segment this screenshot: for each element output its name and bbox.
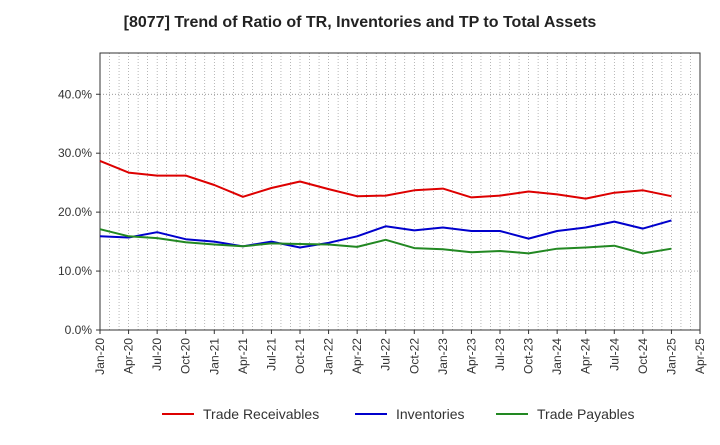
legend: Trade Receivables Inventories Trade Payabl… [162, 406, 635, 422]
x-tick-label: Apr-25 [693, 338, 707, 374]
x-tick-label: Jan-21 [207, 338, 221, 375]
x-tick-label: Jan-20 [93, 338, 107, 375]
series-line-trade-receivables [99, 159, 672, 200]
y-tick-label: 10.0% [58, 264, 92, 278]
y-tick-label: 30.0% [58, 146, 92, 160]
x-tick-label: Jan-23 [436, 338, 450, 375]
x-tick-label: Jul-23 [493, 338, 507, 371]
x-tick-label: Apr-20 [122, 338, 136, 374]
x-tick-label: Jul-21 [264, 338, 278, 371]
chart-title: [8077] Trend of Ratio of TR, Inventories… [123, 14, 597, 31]
x-tick-label: Jul-24 [607, 338, 621, 371]
x-tick-label: Jan-25 [664, 338, 678, 375]
legend-label: Trade Payables [537, 406, 635, 422]
x-tick-label: Jan-24 [550, 338, 564, 375]
legend-label: Trade Receivables [203, 406, 319, 422]
x-tick-label: Jan-22 [322, 338, 336, 375]
x-tick-label: Apr-22 [350, 338, 364, 374]
series-line-inventories [99, 219, 672, 249]
x-tick-label: Jul-22 [379, 338, 393, 371]
plot-frame [99, 52, 701, 331]
y-tick-label: 40.0% [58, 87, 92, 101]
y-tick-label: 20.0% [58, 205, 92, 219]
x-tick-label: Jul-20 [150, 338, 164, 371]
x-tick-label: Oct-24 [636, 338, 650, 374]
x-tick-label: Oct-20 [179, 338, 193, 374]
series-line-trade-payables [99, 228, 672, 255]
x-tick-label: Oct-23 [522, 338, 536, 374]
x-tick-label: Apr-24 [579, 338, 593, 374]
x-tick-label: Apr-21 [236, 338, 250, 374]
legend-label: Inventories [396, 406, 464, 422]
grid-lines [99, 53, 700, 331]
y-tick-label: 0.0% [65, 323, 93, 337]
x-tick-label: Apr-23 [464, 338, 478, 374]
x-tick-label: Oct-21 [293, 338, 307, 374]
x-tick-label: Oct-22 [407, 338, 421, 374]
